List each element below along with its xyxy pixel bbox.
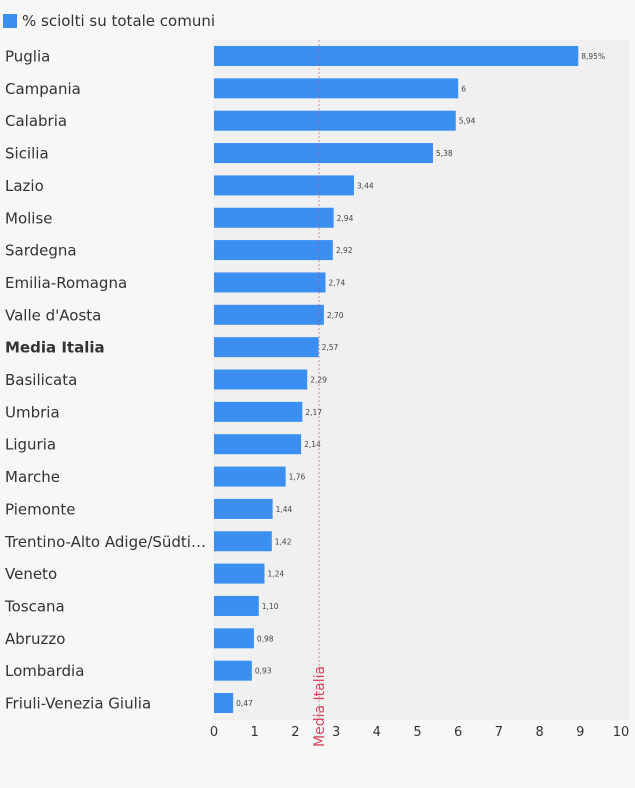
bar[interactable] [214, 304, 324, 325]
category-label: Basilicata [5, 371, 77, 389]
bar[interactable] [214, 466, 286, 487]
category-label: Marche [5, 468, 60, 486]
x-tick-label: 2 [291, 725, 299, 740]
category-label: Trentino-Alto Adige/Südti… [4, 533, 206, 551]
x-tick-label: 4 [373, 725, 381, 740]
category-label: Campania [5, 80, 81, 98]
x-tick-label: 3 [332, 725, 340, 740]
bar[interactable] [214, 110, 456, 131]
data-label: 1,44 [276, 505, 293, 514]
legend-label: % sciolti su totale comuni [22, 12, 216, 30]
bar[interactable] [214, 498, 273, 519]
category-label: Abruzzo [5, 630, 65, 648]
x-tick-label: 5 [413, 725, 421, 740]
bar[interactable] [214, 401, 303, 422]
data-label: 2,57 [322, 343, 339, 352]
x-tick-label: 9 [576, 725, 584, 740]
data-label: 2,17 [305, 408, 322, 417]
category-label: Sicilia [5, 145, 49, 163]
category-label: Molise [5, 209, 53, 227]
legend-swatch [3, 14, 17, 28]
bar[interactable] [214, 240, 333, 261]
data-label: 2,70 [327, 311, 344, 320]
x-tick-label: 7 [495, 725, 503, 740]
category-label: Toscana [4, 597, 65, 615]
bar[interactable] [214, 434, 302, 455]
bar[interactable] [214, 693, 234, 713]
category-label: Liguria [5, 436, 56, 454]
data-label: 5,94 [459, 117, 476, 126]
bar[interactable] [214, 337, 319, 358]
data-label: 1,10 [262, 602, 279, 611]
x-tick-label: 8 [535, 725, 543, 740]
reference-line-label: Media Italia [312, 666, 328, 747]
data-label: 8,95% [581, 52, 605, 61]
category-label: Friuli-Venezia Giulia [5, 695, 151, 713]
category-label: Piemonte [5, 500, 76, 518]
category-label: Lazio [5, 177, 44, 195]
bar[interactable] [214, 660, 252, 681]
category-label: Emilia-Romagna [5, 274, 127, 292]
data-label: 2,92 [336, 246, 353, 255]
data-label: 0,47 [236, 699, 253, 708]
bar[interactable] [214, 78, 459, 99]
data-label: 1,42 [275, 537, 292, 546]
x-tick-label: 0 [210, 725, 218, 740]
legend[interactable]: % sciolti su totale comuni [3, 12, 215, 30]
bar[interactable] [214, 175, 355, 196]
category-label: Media Italia [5, 339, 105, 357]
bar[interactable] [214, 46, 579, 66]
data-label: 0,93 [255, 667, 272, 676]
data-label: 2,29 [310, 376, 327, 385]
category-label: Lombardia [5, 662, 84, 680]
category-label: Valle d'Aosta [5, 306, 101, 324]
bar[interactable] [214, 272, 326, 293]
bar[interactable] [214, 207, 334, 228]
bar[interactable] [214, 369, 308, 390]
category-label: Puglia [5, 48, 50, 66]
data-label: 3,44 [357, 181, 374, 190]
bar[interactable] [214, 563, 265, 584]
bar[interactable] [214, 628, 254, 649]
data-label: 2,14 [304, 440, 321, 449]
data-label: 1,24 [267, 570, 284, 579]
category-label: Umbria [5, 403, 60, 421]
data-label: 6 [461, 84, 466, 93]
x-tick-label: 6 [454, 725, 462, 740]
data-label: 2,94 [337, 214, 354, 223]
x-tick-label: 1 [251, 725, 259, 740]
data-label: 2,74 [329, 278, 346, 287]
bar[interactable] [214, 531, 272, 552]
category-label: Calabria [5, 112, 67, 130]
bar[interactable] [214, 595, 259, 616]
x-tick-label: 10 [613, 725, 630, 740]
category-label: Veneto [5, 565, 57, 583]
category-label: Sardegna [5, 242, 77, 260]
data-label: 1,76 [289, 473, 306, 482]
bar[interactable] [214, 143, 433, 164]
data-label: 0,98 [257, 634, 274, 643]
data-label: 5,38 [436, 149, 453, 158]
